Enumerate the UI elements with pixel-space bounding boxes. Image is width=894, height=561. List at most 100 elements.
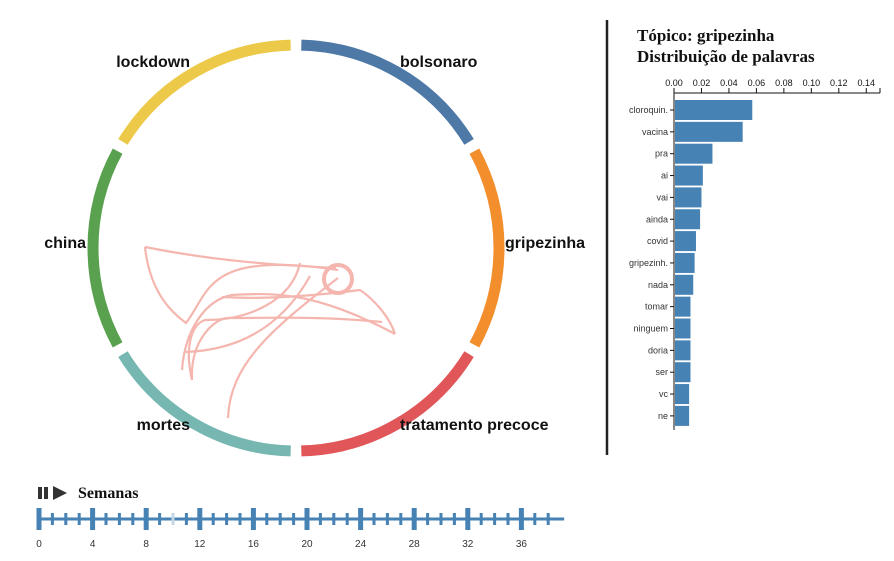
week-tick[interactable]: [265, 513, 269, 525]
week-label: 36: [516, 539, 528, 550]
week-tick[interactable]: [104, 513, 108, 525]
week-label: 8: [143, 539, 149, 550]
label-bolsonaro: bolsonaro: [400, 54, 478, 71]
play-icon[interactable]: [53, 486, 67, 500]
play-button[interactable]: [53, 486, 67, 500]
pause-icon-bar[interactable]: [44, 487, 48, 499]
y-tick-label: gripezinh.: [629, 258, 668, 268]
arc-lockdown[interactable]: [118, 39, 291, 145]
arc-bolsonaro[interactable]: [301, 39, 474, 145]
week-timeline: Semanas 0 4 8 12 16 20 24 28 32 36: [36, 485, 565, 550]
chord-diagram: bolsonaro gripezinha tratamento precoce mor…: [44, 39, 585, 457]
week-tick-current[interactable]: [171, 513, 175, 525]
week-tick[interactable]: [225, 513, 229, 525]
bar-covid[interactable]: [675, 231, 696, 252]
week-tick[interactable]: [77, 513, 81, 525]
week-tick[interactable]: [332, 513, 336, 525]
week-tick[interactable]: [506, 513, 510, 525]
week-label: 28: [409, 539, 421, 550]
week-tick[interactable]: [318, 513, 322, 525]
week-tick-major[interactable]: [143, 508, 149, 530]
self-loop: [322, 263, 354, 295]
week-tick[interactable]: [211, 513, 215, 525]
week-tick[interactable]: [345, 513, 349, 525]
chord-arcs: [87, 39, 505, 457]
chord-link: [190, 316, 383, 381]
week-tick[interactable]: [452, 513, 456, 525]
week-tick-major[interactable]: [90, 508, 96, 530]
bar-pra[interactable]: [675, 143, 713, 164]
week-tick[interactable]: [64, 513, 68, 525]
y-tick-label: vacina: [642, 127, 668, 137]
week-label: 16: [248, 539, 260, 550]
week-tick[interactable]: [385, 513, 389, 525]
bar-ninguem[interactable]: [675, 318, 691, 339]
label-mortes: mortes: [137, 417, 190, 434]
chord-link: [180, 292, 396, 371]
panel-title: Tópico: gripezinha: [637, 26, 775, 45]
y-tick-label: ninguem: [633, 324, 668, 334]
bar-vai[interactable]: [675, 187, 702, 208]
label-gripezinha: gripezinha: [505, 235, 585, 252]
bar-ne[interactable]: [675, 405, 690, 426]
bar-vacina[interactable]: [675, 121, 743, 142]
arc-tratamento-precoce[interactable]: [301, 351, 474, 457]
week-tick-major[interactable]: [304, 508, 310, 530]
week-tick[interactable]: [426, 513, 430, 525]
bar-cloroquin[interactable]: [675, 100, 753, 120]
x-tick-label: 0.02: [693, 78, 711, 88]
week-tick[interactable]: [50, 513, 54, 525]
bar-tomar[interactable]: [675, 296, 691, 317]
bar-vc[interactable]: [675, 384, 690, 405]
bar-nada[interactable]: [675, 274, 694, 295]
pause-icon[interactable]: [38, 487, 42, 499]
week-tick[interactable]: [546, 513, 550, 525]
week-tick[interactable]: [372, 513, 376, 525]
week-tick-major[interactable]: [250, 508, 256, 530]
x-tick-label: 0.00: [665, 78, 683, 88]
arc-mortes[interactable]: [118, 351, 291, 457]
week-label: 32: [462, 539, 474, 550]
week-slider[interactable]: 0 4 8 12 16 20 24 28 32 36: [36, 508, 565, 550]
week-tick[interactable]: [238, 513, 242, 525]
week-tick[interactable]: [493, 513, 497, 525]
y-tick-label: ai: [661, 171, 668, 181]
bar-ser[interactable]: [675, 362, 691, 383]
week-label: 24: [355, 539, 367, 550]
bar-doria[interactable]: [675, 340, 691, 361]
week-tick[interactable]: [278, 513, 282, 525]
bar-ainda[interactable]: [675, 209, 701, 230]
bar-series: cloroquin. vacina pra ai vai ainda covid gripez…: [629, 100, 753, 426]
label-china: china: [44, 235, 86, 252]
week-tick[interactable]: [292, 513, 296, 525]
week-tick[interactable]: [131, 513, 135, 525]
week-tick-major[interactable]: [465, 508, 471, 530]
week-tick[interactable]: [158, 513, 162, 525]
week-label: 0: [36, 539, 42, 550]
week-tick[interactable]: [479, 513, 483, 525]
week-tick[interactable]: [399, 513, 403, 525]
week-tick-major[interactable]: [36, 508, 42, 530]
week-label: 20: [301, 539, 313, 550]
week-tick[interactable]: [439, 513, 443, 525]
bar-gripezinh[interactable]: [675, 252, 695, 273]
y-tick-label: ser: [655, 367, 668, 377]
x-tick-label: 0.08: [775, 78, 793, 88]
week-tick-major[interactable]: [518, 508, 524, 530]
y-tick-label: vc: [659, 389, 669, 399]
chord-link: [226, 277, 339, 419]
week-tick-major[interactable]: [197, 508, 203, 530]
bar-ai[interactable]: [675, 165, 703, 186]
x-tick-label: 0.04: [720, 78, 738, 88]
week-tick[interactable]: [184, 513, 188, 525]
chord-link: [143, 246, 339, 325]
week-tick[interactable]: [533, 513, 537, 525]
chord-link: [185, 275, 311, 354]
week-tick[interactable]: [117, 513, 121, 525]
pause-button[interactable]: [38, 487, 48, 499]
arc-china[interactable]: [87, 148, 123, 348]
week-tick-major[interactable]: [358, 508, 364, 530]
x-tick-label: 0.10: [803, 78, 821, 88]
arc-gripezinha[interactable]: [469, 148, 505, 348]
week-tick-major[interactable]: [411, 508, 417, 530]
